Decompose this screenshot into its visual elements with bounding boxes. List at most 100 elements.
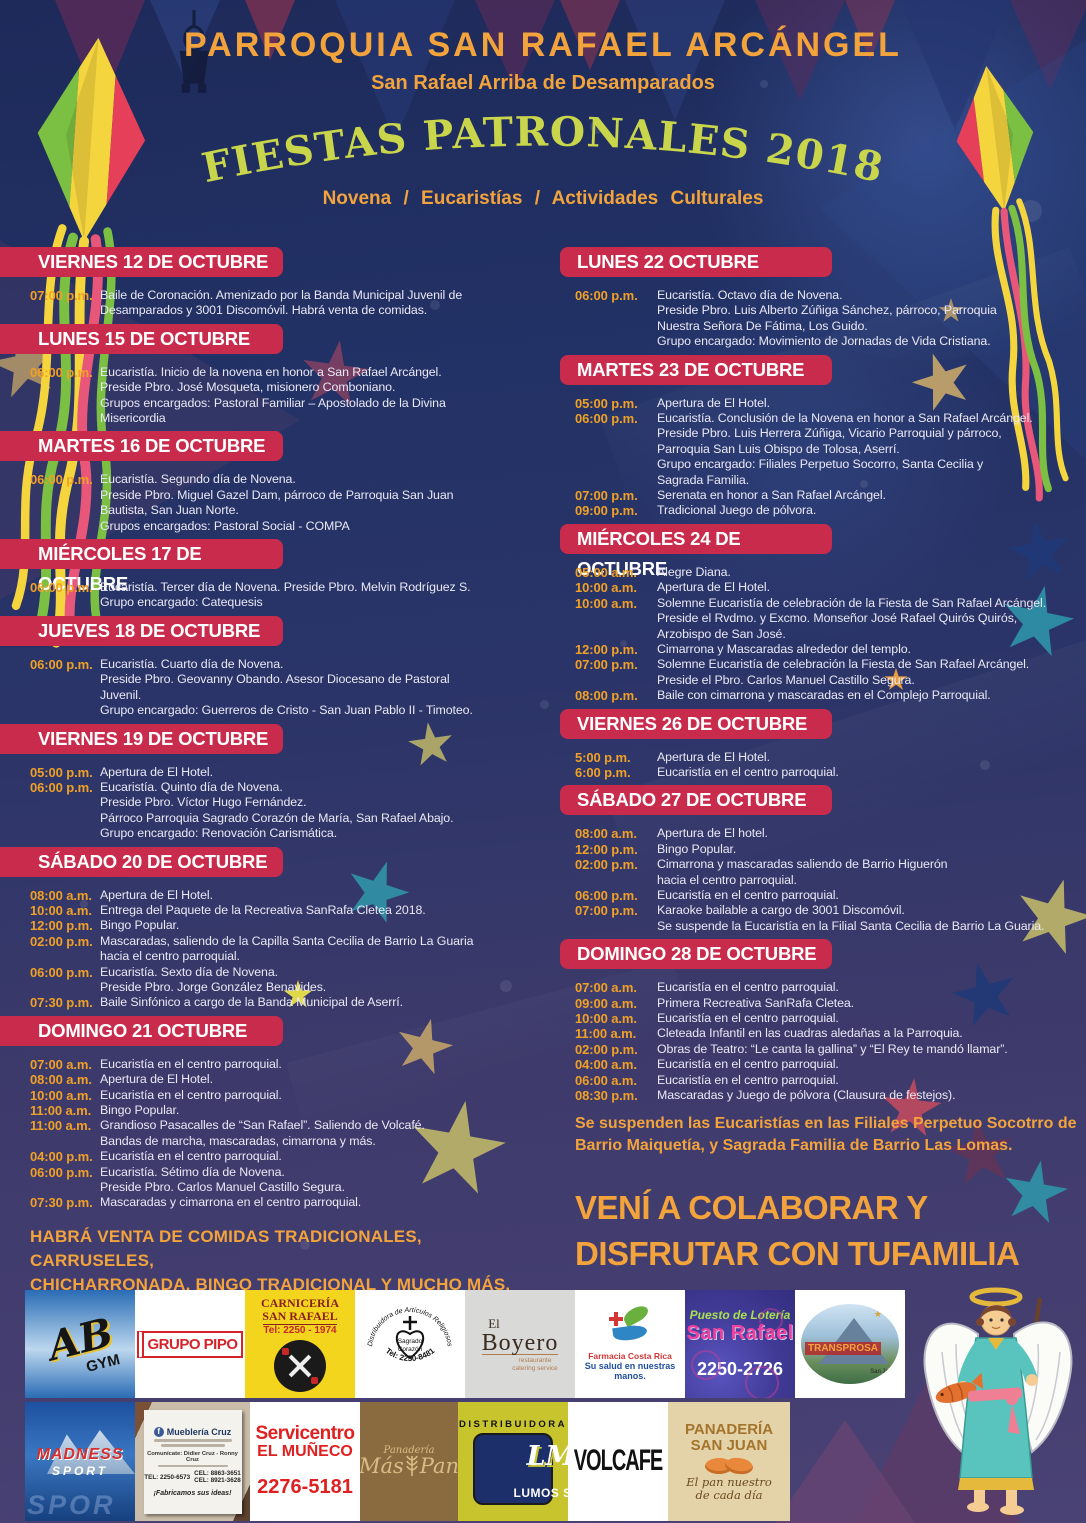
event-description: Bingo Popular. xyxy=(100,918,180,933)
tagline: Novena / Eucaristías / Actividades Cultu… xyxy=(322,188,764,209)
event-time: 10:00 a.m. xyxy=(575,595,637,611)
sponsor-logo-madness-sport: MADNESS SPORT SPOR xyxy=(25,1402,135,1521)
day-section: LUNES 22 OCTUBRE 06:00 p.m. Eucaristía. Oc… xyxy=(560,247,1086,350)
day-section: DOMINGO 28 DE OCTUBRE 07:00 a.m. Eucaristí… xyxy=(560,939,1086,1103)
schedule-event: 02:00 p.m. Cimarrona y mascaradas saliend… xyxy=(560,857,1086,888)
schedule-event: 11:00 a.m. Cleteada Infantil en las cuadr… xyxy=(560,1026,1086,1041)
event-description: Apertura de El Hotel. xyxy=(100,887,213,902)
schedule-event: 07:00 a.m. Eucaristía en el centro parroq… xyxy=(560,980,1086,995)
event-time: 02:00 p.m. xyxy=(575,857,638,873)
event-description: Cimarrona y Mascaradas alrededor del tem… xyxy=(657,641,911,656)
event-time: 11:00 a.m. xyxy=(30,1103,92,1118)
paper-lantern-icon xyxy=(11,33,153,648)
event-description: Apertura de El Hotel. xyxy=(100,764,213,779)
event-description: Eucaristía. Sétimo día de Novena. Presid… xyxy=(100,1164,345,1195)
schedule-event: 06:00 p.m. Eucaristía. Cuarto día de Nove… xyxy=(0,657,540,719)
day-section: MIÉRCOLES 17 DE OCTUBRE 06:00 p.m. Eucaris… xyxy=(0,539,540,611)
schedule-event: 09:00 a.m. Primera Recreativa SanRafa Cle… xyxy=(560,996,1086,1011)
schedule-event: 06:00 a.m. Eucaristía en el centro parroq… xyxy=(560,1073,1086,1088)
event-description: Baile Sinfónico a cargo de la Banda Muni… xyxy=(100,995,403,1010)
event-time: 10:00 a.m. xyxy=(575,1011,637,1026)
schedule-event: 06:00 p.m. Eucaristía. Conclusión de la N… xyxy=(560,411,1086,488)
event-description: Alegre Diana. xyxy=(657,564,731,579)
day-header: MARTES 16 DE OCTUBRE xyxy=(0,431,283,462)
day-section: VIERNES 19 DE OCTUBRE 05:00 p.m. Apertura … xyxy=(0,723,540,842)
schedule-event: 07:30 p.m. Mascaradas y cimarrona en el c… xyxy=(0,1195,540,1210)
event-time: 07:00 p.m. xyxy=(575,488,638,504)
day-section: MARTES 16 DE OCTUBRE 06:00 p.m. Eucaristía… xyxy=(0,431,540,534)
event-description: Primera Recreativa SanRafa Cletea. xyxy=(657,995,855,1010)
schedule-event: 10:00 a.m. Eucaristía en el centro parroq… xyxy=(0,1088,540,1103)
event-time: 08:00 a.m. xyxy=(30,887,92,903)
event-time: 11:00 a.m. xyxy=(30,1118,92,1134)
schedule-event: 06:00 p.m. Eucaristía. Quinto día de Nove… xyxy=(0,780,540,842)
svg-text:FIESTAS PATRONALES 2018: FIESTAS PATRONALES 2018 xyxy=(198,108,888,187)
sponsor-logo-loteria-san-rafael: Puesto de Lotería San Rafael 2250-2726 xyxy=(685,1290,795,1398)
event-description: Apertura de El Hotel. xyxy=(657,580,770,595)
event-description: Eucaristía en el centro parroquial. xyxy=(657,980,839,995)
event-description: Entrega del Paquete de la Recreativa San… xyxy=(100,902,426,917)
sponsor-logo-articulos-religiosos: Distribuidora de Artículos Religiosos Sa… xyxy=(355,1290,465,1398)
event-time: 05:00 p.m. xyxy=(575,395,638,411)
event-time: 10:00 a.m. xyxy=(30,1087,92,1103)
transprosa-oval-emblem: ★★★★★ TRANSPROSA San José, Costa Rica xyxy=(801,1304,899,1384)
schedule-event: 02:00 p.m. Mascaradas, saliendo de la Cap… xyxy=(0,934,540,965)
event-time: 07:00 a.m. xyxy=(575,980,637,996)
paper-lantern-icon xyxy=(947,61,1069,502)
event-time: 10:00 a.m. xyxy=(575,580,637,596)
event-time: 08:00 p.m. xyxy=(575,688,638,704)
event-description: Eucaristía en el centro parroquial. xyxy=(657,1011,839,1025)
schedule-event: 05:00 p.m. Apertura de El Hotel. xyxy=(560,396,1086,411)
event-time: 06:00 p.m. xyxy=(30,1164,93,1180)
schedule-event: 08:00 a.m. Apertura de El Hotel. xyxy=(0,1072,540,1087)
schedule-event: 05:00 p.m. Apertura de El Hotel. xyxy=(0,765,540,780)
schedule-event: 07:00 a.m. Eucaristía en el centro parroq… xyxy=(0,1057,540,1072)
day-section: SÁBADO 20 DE OCTUBRE 08:00 a.m. Apertura d… xyxy=(0,846,540,1011)
event-description: Eucaristía en el centro parroquial. xyxy=(100,1149,282,1164)
event-time: 06:00 p.m. xyxy=(30,364,93,380)
event-time: 06:00 p.m. xyxy=(30,779,93,795)
svg-text:Corazón: Corazón xyxy=(398,1346,423,1353)
sponsor-logo-servicentro-el-muneco: Servicentro EL MUÑECO 2276-5181 xyxy=(250,1402,360,1521)
sagrado-corazon-stamp-icon: Distribuidora de Artículos Religiosos Sa… xyxy=(367,1307,453,1363)
event-description: Obras de Teatro: “Le canta la gallina” y… xyxy=(657,1041,1008,1056)
event-description: Grandioso Pasacalles de “San Rafael”. Sa… xyxy=(100,1118,425,1148)
lumos-badge: LM LUMOS S.A. xyxy=(473,1432,568,1505)
event-description: Eucaristía. Cuarto día de Novena. Presid… xyxy=(100,656,473,718)
schedule-event: 06:00 p.m. Eucaristía. Sétimo día de Nove… xyxy=(0,1165,540,1196)
schedule-event: 07:00 p.m. Serenata en honor a San Rafael… xyxy=(560,488,1086,503)
sponsor-logo-ab-gym: AB GYM xyxy=(25,1290,135,1398)
event-time: 04:00 a.m. xyxy=(575,1057,637,1073)
event-description: Cleteada Infantil en las cuadras aledaña… xyxy=(657,1026,963,1041)
event-time: 6:00 p.m. xyxy=(575,764,631,780)
event-time: 08:30 p.m. xyxy=(575,1088,638,1104)
event-time: 06:00 p.m. xyxy=(575,288,638,303)
event-time: 06:00 p.m. xyxy=(30,472,93,488)
day-section: JUEVES 18 DE OCTUBRE 06:00 p.m. Eucaristía… xyxy=(0,615,540,719)
event-time: 06:00 p.m. xyxy=(30,964,93,980)
schedule-event: 06:00 p.m. Eucaristía. Inicio de la noven… xyxy=(0,365,540,427)
day-header: DOMINGO 28 DE OCTUBRE xyxy=(560,939,832,970)
schedule-event: 07:00 p.m. Solemne Eucaristía de celebrac… xyxy=(560,657,1086,688)
day-header: JUEVES 18 DE OCTUBRE xyxy=(0,615,283,646)
day-section: MIÉRCOLES 24 DE OCTUBRE 05:00 a.m. Alegre … xyxy=(560,523,1086,704)
event-description: Eucaristía en el centro parroquial. xyxy=(657,764,839,779)
schedule-event: 07:00 p.m. Karaoke bailable a cargo de 30… xyxy=(560,903,1086,934)
schedule-event: 06:00 p.m. Eucaristía. Segundo día de Nov… xyxy=(0,472,540,534)
schedule-column-right: LUNES 22 OCTUBRE 06:00 p.m. Eucaristía. Oc… xyxy=(560,240,1086,1277)
fiestas-patronales-title: FIESTAS PATRONALES 2018 xyxy=(198,108,888,193)
schedule-event: 09:00 p.m. Tradicional Juego de pólvora. xyxy=(560,503,1086,518)
day-section: SÁBADO 27 DE OCTUBRE 08:00 a.m. Apertura d… xyxy=(560,785,1086,934)
day-header: SÁBADO 27 DE OCTUBRE xyxy=(560,785,832,816)
schedule-event: 6:00 p.m. Eucaristía en el centro parroqu… xyxy=(560,765,1086,780)
sponsor-row-2: MADNESS SPORT SPOR f Mueblería Cruz Comu… xyxy=(25,1402,790,1521)
schedule-event: 07:30 p.m. Baile Sinfónico a cargo de la … xyxy=(0,995,540,1010)
day-header: VIERNES 19 DE OCTUBRE xyxy=(0,723,283,754)
sponsor-logo-muebleria-cruz: f Mueblería Cruz Comunícate: Didier Cruz… xyxy=(135,1402,250,1521)
svg-text:Sagrado: Sagrado xyxy=(398,1338,423,1345)
day-header: VIERNES 26 DE OCTUBRE xyxy=(560,708,832,739)
event-description: Eucaristía. Quinto día de Novena. Presid… xyxy=(100,779,454,841)
facebook-icon: f xyxy=(153,1426,164,1437)
farmacia-leaf-cross-icon xyxy=(607,1302,653,1348)
event-time: 07:30 p.m. xyxy=(30,995,93,1011)
